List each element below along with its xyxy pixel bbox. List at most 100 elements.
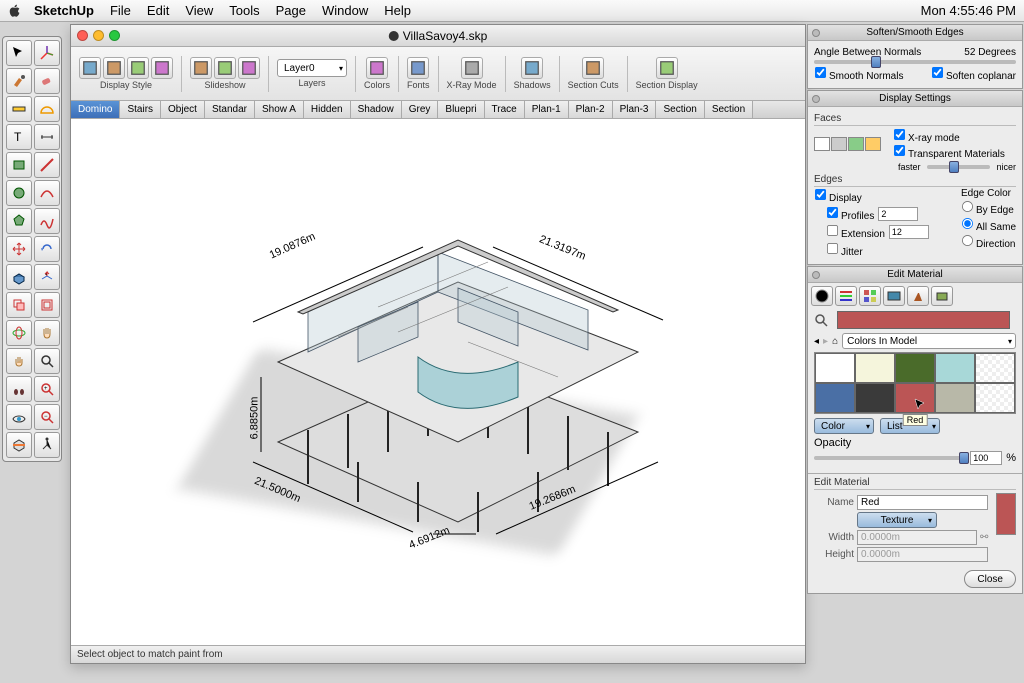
section-tool[interactable]: [6, 432, 32, 458]
material-name-input[interactable]: [857, 495, 988, 510]
toolbar-button[interactable]: [407, 57, 429, 79]
menu-help[interactable]: Help: [384, 3, 411, 18]
orbit-tool[interactable]: [6, 320, 32, 346]
xray-check[interactable]: X-ray mode: [893, 133, 960, 144]
scene-tab[interactable]: Show A: [255, 101, 304, 118]
profiles-check[interactable]: Profiles: [826, 206, 874, 222]
color-swatch[interactable]: [935, 383, 975, 413]
texture-dropdown[interactable]: Texture: [857, 512, 937, 528]
toolbar-button[interactable]: [127, 57, 149, 79]
scene-tab[interactable]: Grey: [402, 101, 439, 118]
scene-tab[interactable]: Trace: [485, 101, 525, 118]
opacity-input[interactable]: [970, 451, 1002, 465]
zoom-window[interactable]: [109, 30, 120, 41]
scale-tool[interactable]: [6, 292, 32, 318]
lookaround-tool[interactable]: +: [34, 376, 60, 402]
color-swatch[interactable]: [895, 353, 935, 383]
smooth-normals-check[interactable]: Smooth Normals: [814, 66, 903, 82]
scene-tab[interactable]: Stairs: [120, 101, 161, 118]
direction-radio[interactable]: Direction: [961, 234, 1016, 250]
followme-tool[interactable]: [34, 264, 60, 290]
all-same-radio[interactable]: All Same: [961, 217, 1016, 233]
menu-file[interactable]: File: [110, 3, 131, 18]
color-swatch[interactable]: [975, 383, 1015, 413]
scene-tab[interactable]: Plan-3: [613, 101, 657, 118]
close-button[interactable]: Close: [964, 570, 1016, 588]
paint-tool[interactable]: [6, 68, 32, 94]
magnifier-icon[interactable]: [814, 313, 828, 327]
color-wheel-icon[interactable]: [811, 286, 833, 306]
zoomwindow-tool[interactable]: −: [34, 404, 60, 430]
zoom-tool[interactable]: [34, 348, 60, 374]
toolbar-button[interactable]: [582, 57, 604, 79]
color-swatch[interactable]: [815, 383, 855, 413]
toolbar-button[interactable]: [461, 57, 483, 79]
color-swatch[interactable]: Red: [895, 383, 935, 413]
image-palettes-icon[interactable]: [883, 286, 905, 306]
viewport[interactable]: 19.0876m 21.3197m 21.5000m 6.8850m 4.691…: [71, 119, 805, 645]
scene-tab[interactable]: Domino: [71, 101, 120, 118]
scene-tab[interactable]: Plan-2: [569, 101, 613, 118]
menu-window[interactable]: Window: [322, 3, 368, 18]
layer-dropdown[interactable]: Layer0: [277, 59, 347, 77]
rotate-tool[interactable]: [34, 236, 60, 262]
pan-tool[interactable]: [34, 320, 60, 346]
transparent-check[interactable]: Transparent Materials: [893, 149, 1005, 160]
arc-tool[interactable]: [34, 180, 60, 206]
scene-tab[interactable]: Plan-1: [525, 101, 569, 118]
color-swatch[interactable]: [855, 353, 895, 383]
nav-back-icon[interactable]: ◂: [814, 336, 819, 347]
text-tool[interactable]: T: [6, 124, 32, 150]
quality-slider[interactable]: [927, 165, 991, 169]
circle-tool[interactable]: [6, 180, 32, 206]
by-edge-radio[interactable]: By Edge: [961, 200, 1016, 216]
menu-tools[interactable]: Tools: [229, 3, 259, 18]
hand-tool[interactable]: [6, 348, 32, 374]
toolbar-button[interactable]: [103, 57, 125, 79]
zoomextents-tool[interactable]: [6, 404, 32, 430]
move-tool[interactable]: [6, 236, 32, 262]
scene-tab[interactable]: Hidden: [304, 101, 351, 118]
menu-app[interactable]: SketchUp: [34, 3, 94, 18]
walk-tool[interactable]: [6, 376, 32, 402]
scene-tab[interactable]: Bluepri: [438, 101, 484, 118]
position-camera-tool[interactable]: [34, 432, 60, 458]
scene-tab[interactable]: Standar: [205, 101, 255, 118]
toolbar-button[interactable]: [151, 57, 173, 79]
offset-tool[interactable]: [34, 292, 60, 318]
link-icon[interactable]: ⚯: [980, 532, 988, 543]
nav-fwd-icon[interactable]: ▸: [823, 336, 828, 347]
colors-library-dropdown[interactable]: Colors In Model: [842, 333, 1016, 349]
freehand-tool[interactable]: [34, 208, 60, 234]
toolbar-button[interactable]: [656, 57, 678, 79]
profiles-input[interactable]: [878, 207, 918, 221]
pushpull-tool[interactable]: [6, 264, 32, 290]
line-tool[interactable]: [34, 152, 60, 178]
opacity-slider[interactable]: [814, 456, 966, 460]
color-swatch[interactable]: [815, 353, 855, 383]
menu-edit[interactable]: Edit: [147, 3, 169, 18]
soften-coplanar-check[interactable]: Soften coplanar: [931, 66, 1016, 82]
axes-tool[interactable]: [34, 40, 60, 66]
color-swatch[interactable]: [855, 383, 895, 413]
toolbar-button[interactable]: [190, 57, 212, 79]
rectangle-tool[interactable]: [6, 152, 32, 178]
tape-tool[interactable]: [6, 96, 32, 122]
color-mode-dropdown[interactable]: Color: [814, 418, 874, 434]
display-edges-check[interactable]: Display: [814, 193, 862, 204]
color-swatch[interactable]: [935, 353, 975, 383]
minimize-window[interactable]: [93, 30, 104, 41]
scene-tab[interactable]: Section: [705, 101, 753, 118]
dimension-tool[interactable]: [34, 124, 60, 150]
toolbar-button[interactable]: [366, 57, 388, 79]
toolbar-button[interactable]: [238, 57, 260, 79]
toolbar-button[interactable]: [521, 57, 543, 79]
crayons-icon[interactable]: [907, 286, 929, 306]
color-palettes-icon[interactable]: [859, 286, 881, 306]
color-sliders-icon[interactable]: [835, 286, 857, 306]
angle-slider[interactable]: [814, 60, 1016, 64]
menu-view[interactable]: View: [185, 3, 213, 18]
select-tool[interactable]: [6, 40, 32, 66]
scene-tab[interactable]: Object: [161, 101, 205, 118]
menu-page[interactable]: Page: [276, 3, 306, 18]
